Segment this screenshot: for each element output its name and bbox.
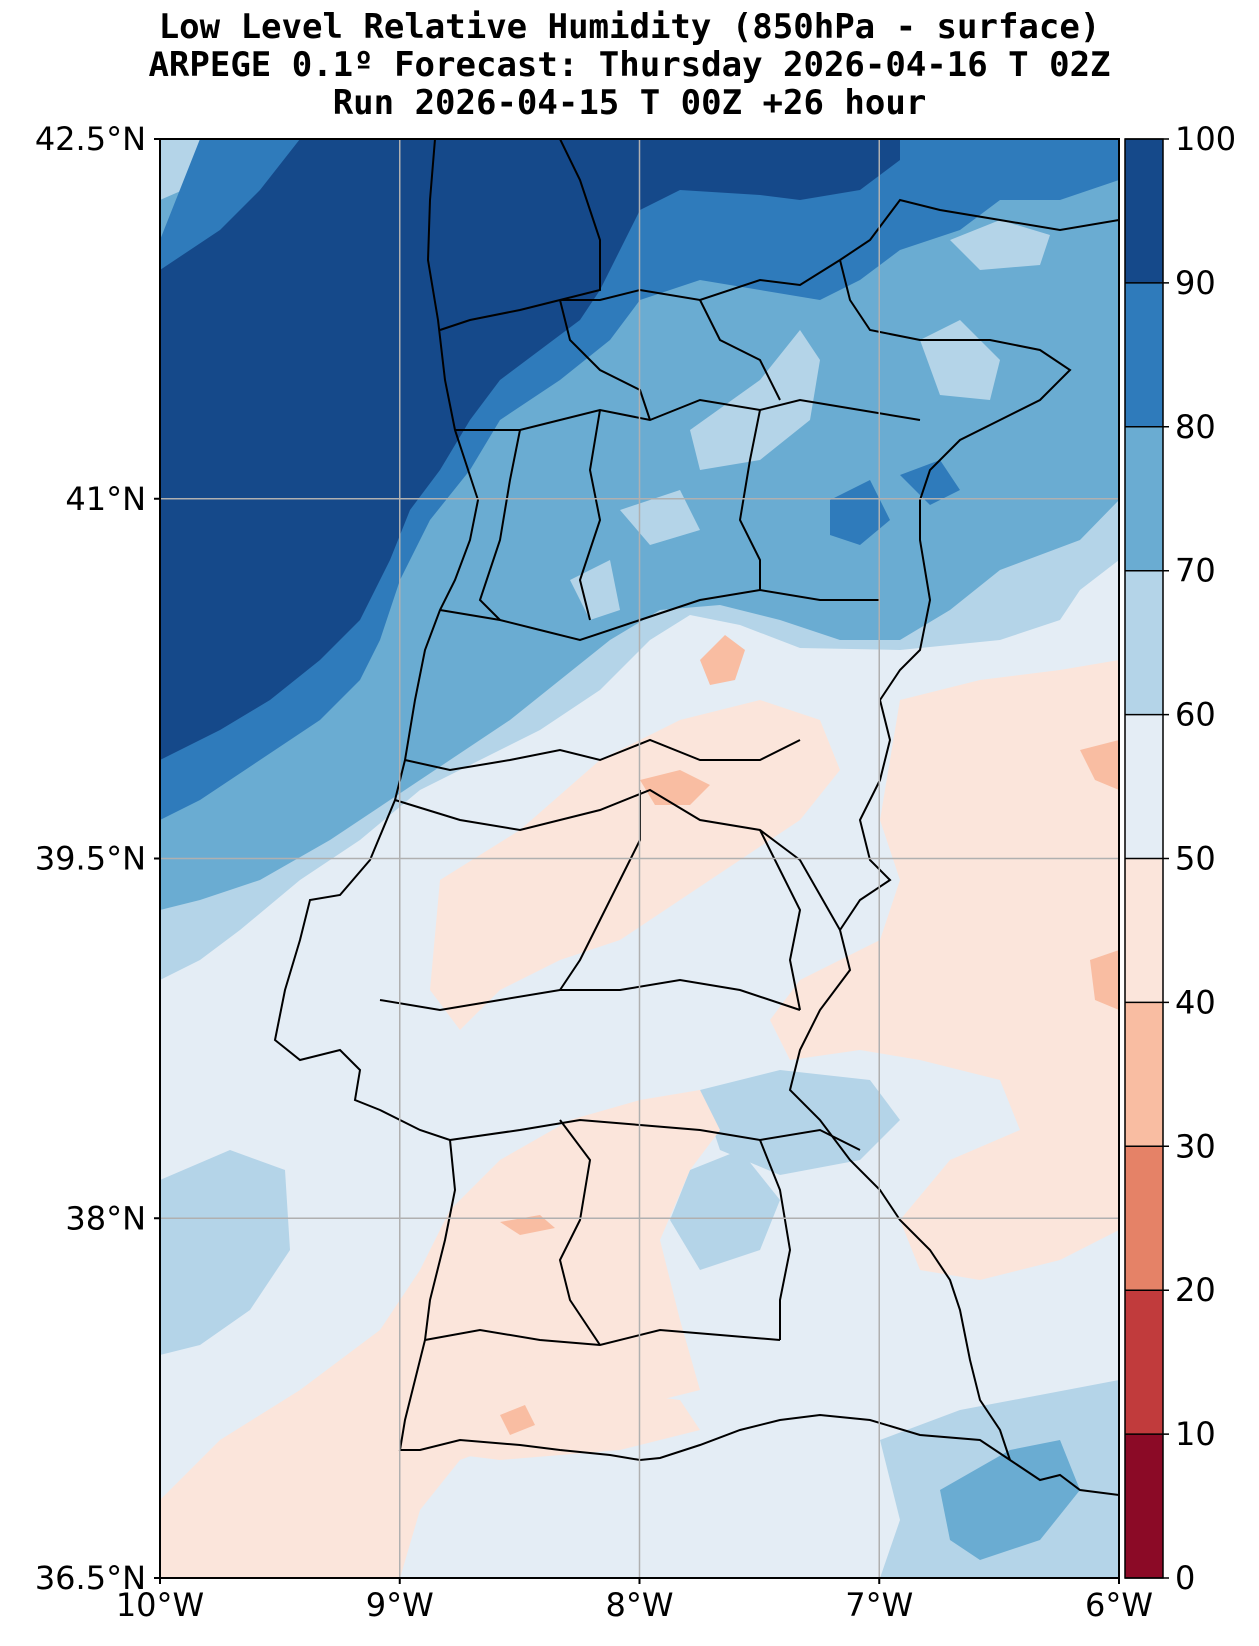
lon-tick-label: 8°W [606, 1586, 674, 1624]
colorbar-tick-label: 40 [1175, 983, 1216, 1021]
lat-tick-label: 39.5°N [35, 840, 146, 878]
colorbar-swatch [1125, 714, 1163, 859]
colorbar-tick-label: 0 [1175, 1559, 1195, 1597]
colorbar-tick-label: 60 [1175, 696, 1216, 734]
colorbar-tick-label: 80 [1175, 408, 1216, 446]
lon-tick-label: 10°W [116, 1586, 204, 1624]
border-district-9 [558, 790, 802, 1346]
longitude-tick-labels: 10°W 9°W 8°W 7°W 6°W [116, 1578, 1153, 1624]
band-30-40-patch-6 [500, 1215, 555, 1235]
band-40-50-algarve [400, 1320, 700, 1460]
latitude-tick-labels: 42.5°N 41°N 39.5°N 38°N 36.5°N [35, 120, 160, 1597]
lon-tick-label: 7°W [845, 1586, 913, 1624]
colorbar-swatch [1125, 858, 1163, 1003]
coastlines-borders [273, 139, 1119, 1496]
colorbar-swatch [1125, 1290, 1163, 1435]
title-line-2: ARPEGE 0.1º Forecast: Thursday 2026-04-1… [148, 45, 1111, 85]
border-district-8 [478, 299, 781, 621]
border-portugal-spain-east [788, 259, 1072, 1461]
border-district-5 [379, 978, 801, 1012]
band-90-100 [160, 139, 900, 760]
band-30-40-patch-5 [500, 1405, 535, 1435]
band-80-90-east-patch-2 [900, 460, 960, 505]
title-line-3: Run 2026-04-15 T 00Z +26 hour [332, 83, 927, 123]
colorbar-tick-label: 10 [1175, 1415, 1216, 1453]
colorbar-tick-label: 100 [1175, 120, 1236, 158]
colorbar-swatch [1125, 570, 1163, 715]
lat-tick-label: 42.5°N [35, 120, 146, 158]
border-district-6 [449, 1118, 861, 1151]
chart-title: Low Level Relative Humidity (850hPa - su… [0, 8, 1259, 122]
band-60-70-southwest [160, 1150, 290, 1355]
band-30-40-patch-4 [1090, 950, 1119, 1010]
band-30-40-patch-3 [1080, 740, 1119, 790]
band-60-70-hole-1 [690, 330, 820, 470]
band-60-70-east-mid [700, 1070, 900, 1175]
colorbar-swatch [1125, 282, 1163, 427]
colorbar-swatch [1125, 139, 1163, 283]
lon-tick-label: 6°W [1085, 1586, 1153, 1624]
lat-tick-label: 38°N [65, 1199, 146, 1237]
band-40-50-east [770, 660, 1119, 1280]
gridlines [160, 139, 1119, 1578]
colorbar-swatch [1125, 1434, 1163, 1578]
band-70-80-southeast-patch [940, 1440, 1080, 1560]
band-30-40-patch-2 [640, 770, 710, 805]
colorbar-tick-label: 20 [1175, 1271, 1216, 1309]
band-60-70-south-center [670, 1150, 780, 1270]
title-line-1: Low Level Relative Humidity (850hPa - su… [158, 7, 1101, 47]
colorbar-swatch [1125, 426, 1163, 571]
lat-tick-label: 41°N [65, 480, 146, 518]
band-30-40-patch-1 [700, 635, 745, 685]
colorbar-swatch [1125, 1002, 1163, 1147]
lat-tick-label: 36.5°N [35, 1559, 146, 1597]
band-60-70-hole-3 [950, 220, 1050, 270]
border-district-4 [394, 788, 841, 931]
band-80-90-east-patch [830, 480, 890, 545]
colorbar-tick-label: 30 [1175, 1127, 1216, 1165]
border-district-1 [455, 398, 921, 431]
colorbar-tick-label: 70 [1175, 552, 1216, 590]
colorbar-tick-label: 90 [1175, 264, 1216, 302]
lon-tick-label: 9°W [366, 1586, 434, 1624]
colorbar-swatch [1125, 1146, 1163, 1291]
colorbar-tick-label: 50 [1175, 840, 1216, 878]
colorbar: 0 10 20 30 40 50 60 70 80 90 100 [1124, 120, 1236, 1597]
border-district-3 [404, 738, 801, 772]
band-40-50-center [430, 700, 840, 1030]
